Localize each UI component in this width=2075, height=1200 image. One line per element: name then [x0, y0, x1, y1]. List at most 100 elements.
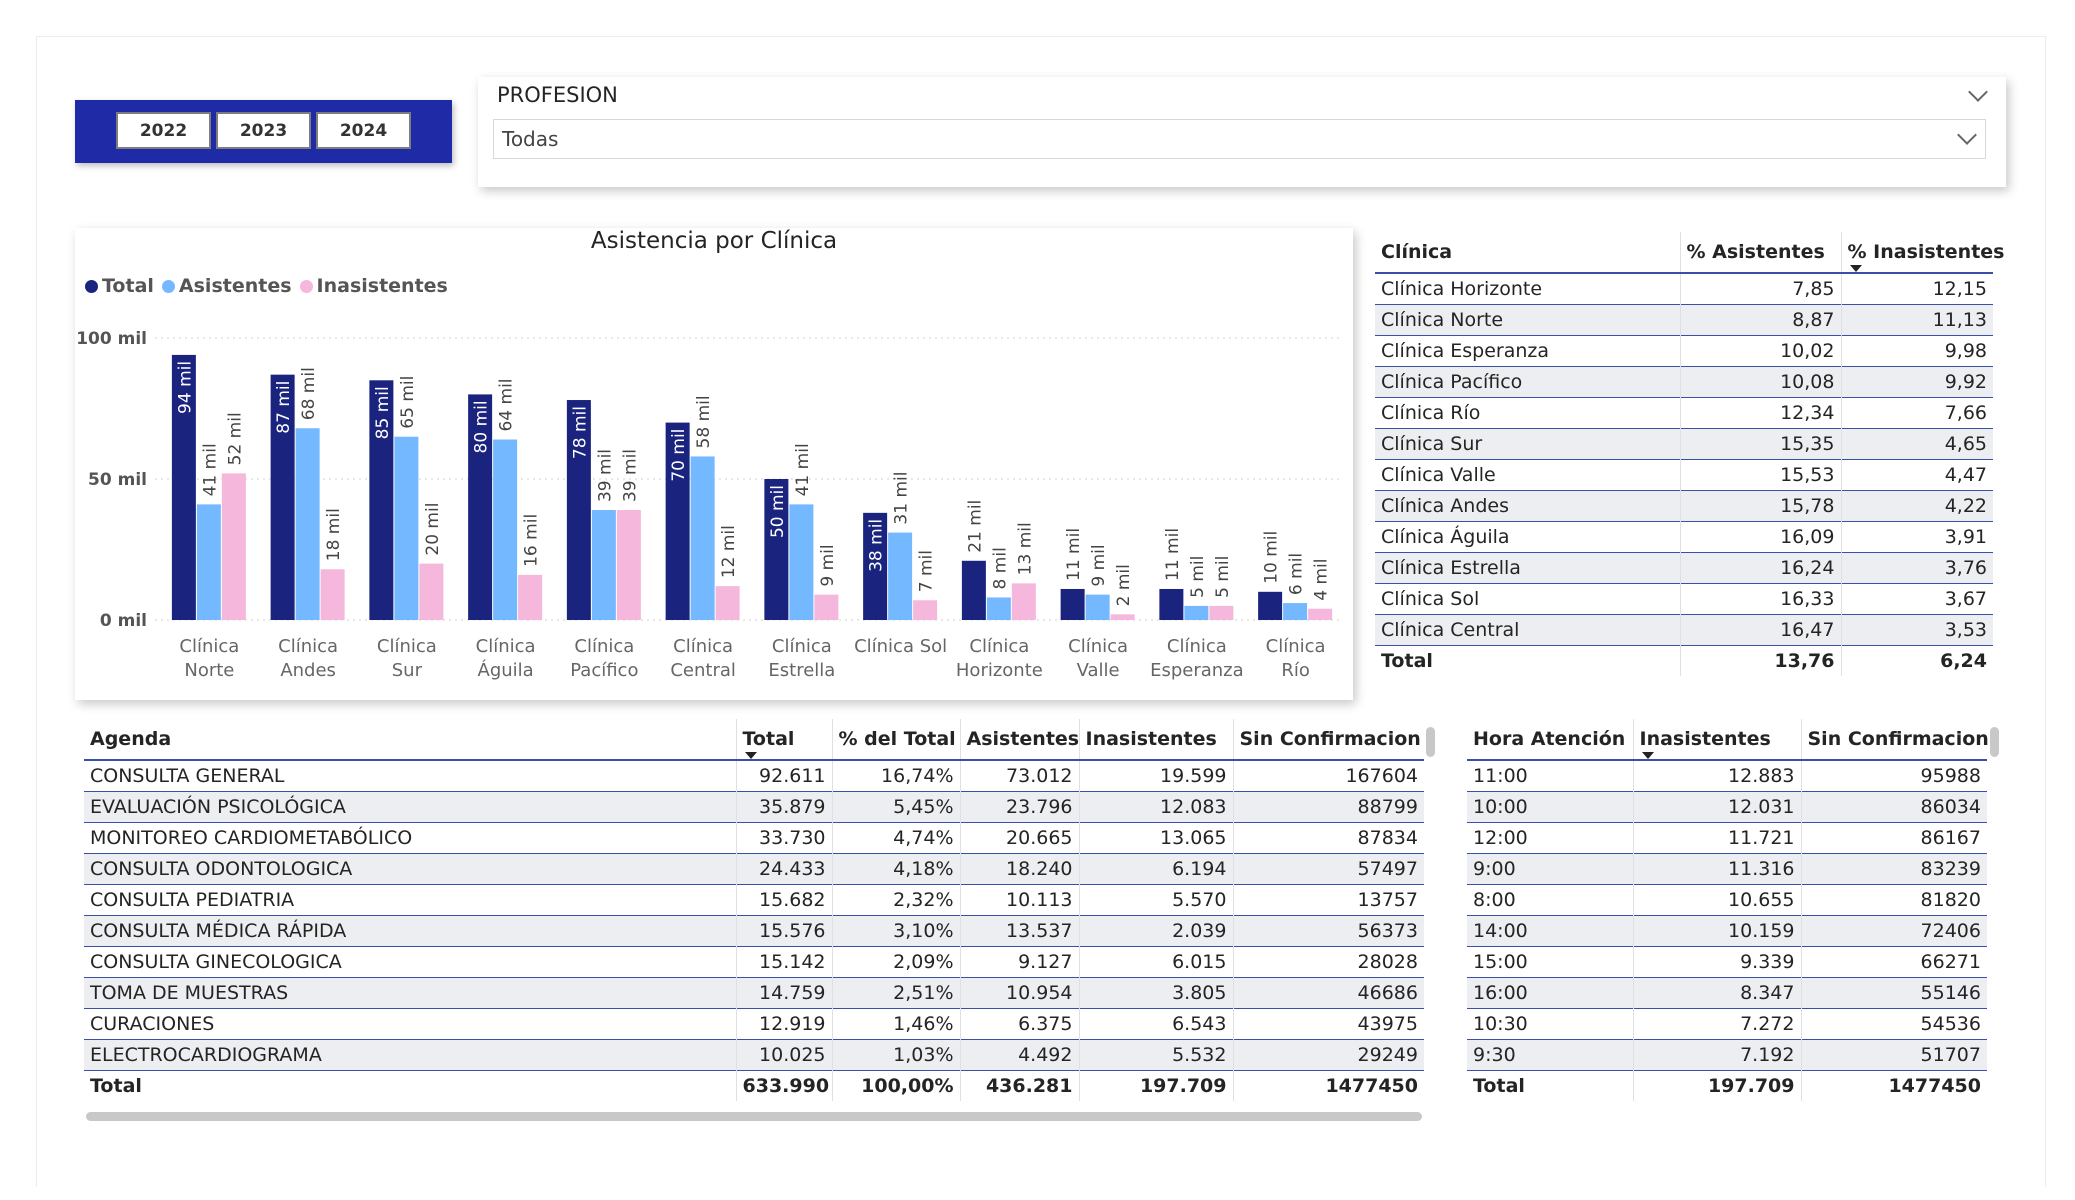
legend-label: Asistentes: [178, 275, 292, 297]
table-row[interactable]: Clínica Norte 8,87 11,13: [1375, 304, 1993, 336]
x-axis-tick-label: Río: [1281, 660, 1310, 681]
year-button-2023[interactable]: 2023: [216, 112, 311, 149]
table-row[interactable]: 9:30 7.192 51707: [1467, 1039, 1987, 1071]
table-row[interactable]: 11:00 12.883 95988: [1467, 760, 1987, 792]
bar-inasistentes-8: [1011, 583, 1036, 620]
table-row[interactable]: 12:00 11.721 86167: [1467, 822, 1987, 854]
vertical-scrollbar[interactable]: [1426, 727, 1435, 757]
table-total-row: Total 633.990 100,00% 436.281 197.709 14…: [84, 1070, 1424, 1101]
value-cell: 10.113: [959, 884, 1079, 916]
row-label-cell: CONSULTA ODONTOLOGICA: [90, 858, 353, 880]
table-row[interactable]: CONSULTA MÉDICA RÁPIDA 15.576 3,10% 13.537 2…: [84, 915, 1424, 947]
table-row[interactable]: 8:00 10.655 81820: [1467, 884, 1987, 916]
column-header-clinica[interactable]: Clínica: [1381, 241, 1453, 263]
table-row[interactable]: MONITOREO CARDIOMETABÓLICO 33.730 4,74% 20.…: [84, 822, 1424, 854]
table-row[interactable]: 10:00 12.031 86034: [1467, 791, 1987, 823]
horizontal-scrollbar[interactable]: [86, 1112, 1422, 1121]
table-row[interactable]: CURACIONES 12.919 1,46% 6.375 6.543 43975: [84, 1008, 1424, 1040]
table-row[interactable]: Clínica Andes 15,78 4,22: [1375, 490, 1993, 522]
table-row[interactable]: CONSULTA GINECOLOGICA 15.142 2,09% 9.127 6.0…: [84, 946, 1424, 978]
data-label: 11 mil: [1064, 528, 1084, 581]
column-header-agenda[interactable]: Agenda: [90, 728, 172, 750]
value-cell: 2,32%: [831, 884, 960, 916]
x-axis-tick-label: Estrella: [768, 660, 835, 681]
legend-item-inasistentes[interactable]: Inasistentes: [299, 275, 448, 297]
bar-asistentes-1: [295, 428, 320, 620]
bar-total-10: [1159, 588, 1184, 620]
year-button-2022[interactable]: 2022: [116, 112, 211, 149]
vertical-scrollbar[interactable]: [1990, 727, 1999, 757]
year-button-2024[interactable]: 2024: [316, 112, 411, 149]
value-cell: 73.012: [959, 760, 1079, 792]
value-cell: 72406: [1800, 915, 1987, 947]
column-header-sin-confirmacion[interactable]: Sin Confirmacion: [1800, 719, 1989, 760]
column-header-sin-confirmacion[interactable]: Sin Confirmacion: [1232, 719, 1424, 760]
table-row[interactable]: Clínica Águila 16,09 3,91: [1375, 521, 1993, 553]
table-row[interactable]: 15:00 9.339 66271: [1467, 946, 1987, 978]
table-row[interactable]: Clínica Estrella 16,24 3,76: [1375, 552, 1993, 584]
value-cell: 9,92: [1840, 366, 1993, 398]
x-axis-tick-label: Andes: [280, 660, 336, 681]
table-row[interactable]: Clínica Central 16,47 3,53: [1375, 614, 1993, 646]
column-header-asistentes[interactable]: Asistentes: [959, 719, 1079, 760]
data-label: 41 mil: [793, 443, 813, 496]
chevron-down-icon[interactable]: [1968, 82, 1988, 102]
table-row[interactable]: CONSULTA PEDIATRIA 15.682 2,32% 10.113 5.570…: [84, 884, 1424, 916]
legend-item-asistentes[interactable]: Asistentes: [161, 275, 292, 297]
table-row[interactable]: EVALUACIÓN PSICOLÓGICA 35.879 5,45% 23.796 1…: [84, 791, 1424, 823]
profesion-dropdown[interactable]: Todas: [493, 119, 1986, 159]
table-row[interactable]: 10:30 7.272 54536: [1467, 1008, 1987, 1040]
value-cell: 15.682: [735, 884, 832, 916]
column-header-hora[interactable]: Hora Atención: [1473, 728, 1626, 750]
table-row[interactable]: Clínica Río 12,34 7,66: [1375, 397, 1993, 429]
data-label: 64 mil: [497, 378, 517, 431]
data-label: 31 mil: [892, 472, 912, 525]
table-row[interactable]: 16:00 8.347 55146: [1467, 977, 1987, 1009]
table-row[interactable]: 14:00 10.159 72406: [1467, 915, 1987, 947]
value-cell: 10.159: [1632, 915, 1801, 947]
column-header-pct-inasistentes[interactable]: % Inasistentes: [1840, 232, 2004, 273]
table-row[interactable]: 9:00 11.316 83239: [1467, 853, 1987, 885]
bar-inasistentes-11: [1308, 608, 1333, 620]
column-header-pct-total[interactable]: % del Total: [831, 719, 960, 760]
row-label-cell: CONSULTA GENERAL: [90, 765, 285, 787]
bar-total-0: [171, 354, 196, 620]
column-header-total[interactable]: Total: [735, 719, 832, 760]
table-total-row: Total 13,76 6,24: [1375, 645, 1993, 676]
value-cell: 9,98: [1840, 335, 1993, 367]
row-label-cell: Clínica Central: [1381, 619, 1520, 641]
table-row[interactable]: Clínica Sol 16,33 3,67: [1375, 583, 1993, 615]
value-cell: 12.919: [735, 1008, 832, 1040]
column-header-inasistentes[interactable]: Inasistentes: [1078, 719, 1233, 760]
column-header-inasistentes[interactable]: Inasistentes: [1632, 719, 1801, 760]
table-row[interactable]: CONSULTA ODONTOLOGICA 24.433 4,18% 18.240 6.…: [84, 853, 1424, 885]
data-label: 11 mil: [1163, 528, 1183, 581]
total-cell: 1477450: [1232, 1070, 1424, 1101]
value-cell: 5.570: [1078, 884, 1233, 916]
table-row[interactable]: ELECTROCARDIOGRAMA 10.025 1,03% 4.492 5.532 2…: [84, 1039, 1424, 1071]
value-cell: 3,53: [1840, 614, 1993, 646]
row-label-cell: 11:00: [1473, 765, 1528, 787]
value-cell: 11.721: [1632, 822, 1801, 854]
bar-total-9: [1060, 588, 1085, 620]
row-label-cell: 8:00: [1473, 889, 1516, 911]
table-row[interactable]: CONSULTA GENERAL 92.611 16,74% 73.012 19.599…: [84, 760, 1424, 792]
table-row[interactable]: TOMA DE MUESTRAS 14.759 2,51% 10.954 3.805 46…: [84, 977, 1424, 1009]
y-axis-tick-label: 0 mil: [100, 611, 147, 631]
legend-item-total[interactable]: Total: [85, 275, 154, 297]
value-cell: 35.879: [735, 791, 832, 823]
x-axis-tick-label: Central: [670, 660, 736, 681]
value-cell: 16,09: [1679, 521, 1841, 553]
value-cell: 3,10%: [831, 915, 960, 947]
table-row[interactable]: Clínica Pacífico 10,08 9,92: [1375, 366, 1993, 398]
value-cell: 4,22: [1840, 490, 1993, 522]
row-label-cell: 9:00: [1473, 858, 1516, 880]
table-row[interactable]: Clínica Horizonte 7,85 12,15: [1375, 273, 1993, 305]
row-label-cell: ELECTROCARDIOGRAMA: [90, 1044, 322, 1066]
row-label-cell: Clínica Horizonte: [1381, 278, 1543, 300]
bar-inasistentes-10: [1209, 605, 1234, 620]
column-header-pct-asistentes[interactable]: % Asistentes: [1679, 232, 1841, 273]
table-row[interactable]: Clínica Valle 15,53 4,47: [1375, 459, 1993, 491]
table-row[interactable]: Clínica Sur 15,35 4,65: [1375, 428, 1993, 460]
table-row[interactable]: Clínica Esperanza 10,02 9,98: [1375, 335, 1993, 367]
